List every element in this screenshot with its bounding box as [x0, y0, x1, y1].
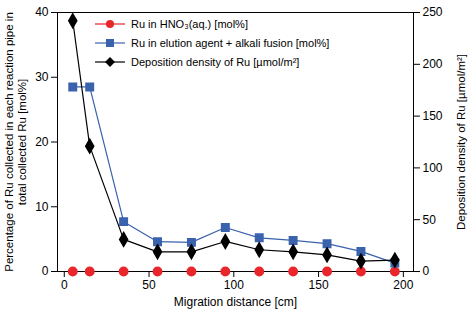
svg-text:200: 200: [423, 57, 443, 71]
svg-text:50: 50: [142, 278, 156, 292]
svg-text:150: 150: [423, 109, 443, 123]
html-text:Deposition density of Ru [µmol: Deposition density of Ru [µmol/m²]: [455, 53, 467, 230]
svg-text:30: 30: [35, 70, 49, 84]
svg-text:50: 50: [423, 213, 437, 227]
html-text:Ru in elution agent + alkali f: Ru in elution agent + alkali fusion [mol…: [131, 36, 330, 49]
svg-text:20: 20: [35, 135, 49, 149]
html-text:Ru in HNO₃(aq.) [mol%]: Ru in HNO₃(aq.) [mol%]: [131, 17, 248, 30]
html-text:Percentage of Ru collected in: Percentage of Ru collected in each react…: [3, 11, 28, 272]
svg-text:0: 0: [42, 264, 49, 278]
svg-text:100: 100: [224, 278, 244, 292]
svg-text:150: 150: [309, 278, 329, 292]
svg-text:0: 0: [423, 264, 430, 278]
svg-text:40: 40: [35, 5, 49, 19]
svg-text:250: 250: [423, 5, 443, 19]
svg-text:0: 0: [61, 278, 68, 292]
svg-text:Migration distance [cm]: Migration distance [cm]: [174, 295, 297, 309]
html-text:Deposition density of Ru [µmol: Deposition density of Ru [µmol/m²]: [131, 55, 300, 68]
svg-text:10: 10: [35, 200, 49, 214]
svg-text:100: 100: [423, 161, 443, 175]
svg-text:200: 200: [393, 278, 413, 292]
